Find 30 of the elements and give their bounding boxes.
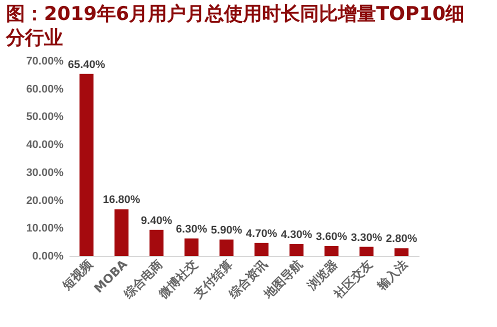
data-label: 16.80% bbox=[102, 194, 140, 206]
bar bbox=[80, 74, 94, 256]
bar bbox=[290, 244, 304, 256]
bar bbox=[150, 230, 164, 256]
data-label: 2.80% bbox=[386, 233, 418, 246]
chart-title: 图：2019年6月用户月总使用时长同比增量TOP10细分行业 bbox=[6, 2, 466, 50]
x-tick-label: 输入法 bbox=[374, 257, 410, 294]
bar bbox=[254, 242, 268, 256]
y-tick-label: 30.00% bbox=[26, 166, 64, 179]
bar bbox=[360, 246, 374, 256]
y-tick-label: 50.00% bbox=[26, 111, 64, 124]
y-tick-label: 60.00% bbox=[26, 83, 64, 96]
data-label: 6.30% bbox=[176, 223, 208, 236]
bar bbox=[114, 209, 128, 256]
data-label: 4.70% bbox=[246, 228, 278, 240]
bar bbox=[220, 240, 234, 256]
y-tick-label: 70.00% bbox=[26, 56, 64, 68]
bar bbox=[324, 246, 338, 256]
data-label: 3.30% bbox=[350, 232, 382, 244]
data-label: 3.60% bbox=[316, 230, 348, 243]
data-label: 65.40% bbox=[68, 58, 106, 71]
data-label: 9.40% bbox=[140, 214, 172, 227]
bar bbox=[394, 248, 408, 256]
data-label: 4.30% bbox=[280, 229, 312, 242]
y-tick-label: 10.00% bbox=[26, 222, 64, 235]
data-label: 5.90% bbox=[210, 224, 242, 237]
y-tick-label: 20.00% bbox=[26, 194, 64, 207]
bar bbox=[184, 238, 198, 256]
y-tick-label: 0.00% bbox=[32, 250, 64, 262]
y-tick-label: 40.00% bbox=[26, 139, 64, 152]
